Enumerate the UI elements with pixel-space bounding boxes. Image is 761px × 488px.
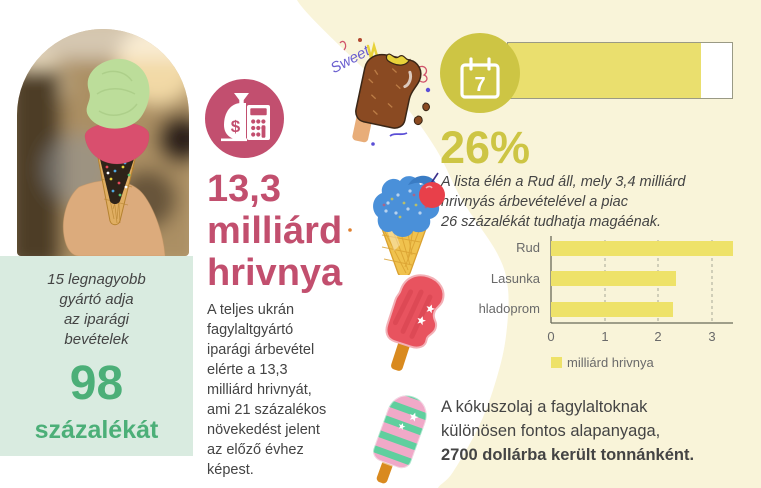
svg-text:1: 1 xyxy=(601,329,608,344)
svg-text:Lasunka: Lasunka xyxy=(491,271,541,286)
svg-text:Rud: Rud xyxy=(516,240,540,255)
svg-text:hladoprom: hladoprom xyxy=(479,301,540,316)
svg-text:0: 0 xyxy=(547,329,554,344)
svg-text:2: 2 xyxy=(654,329,661,344)
svg-text:3: 3 xyxy=(708,329,715,344)
svg-text:milliárd hrivnya: milliárd hrivnya xyxy=(567,355,654,370)
